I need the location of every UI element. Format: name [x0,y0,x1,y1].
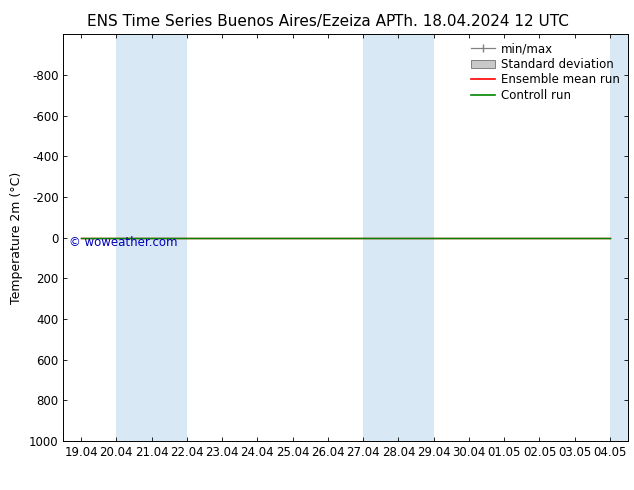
Text: ENS Time Series Buenos Aires/Ezeiza AP: ENS Time Series Buenos Aires/Ezeiza AP [87,14,395,29]
Bar [610,34,628,441]
Text: © woweather.com: © woweather.com [69,236,178,248]
Y-axis label: Temperature 2m (°C): Temperature 2m (°C) [10,172,23,304]
Text: Th. 18.04.2024 12 UTC: Th. 18.04.2024 12 UTC [394,14,569,29]
Legend: min/max, Standard deviation, Ensemble mean run, Controll run: min/max, Standard deviation, Ensemble me… [466,38,624,106]
Bar [363,34,434,441]
Bar [116,34,187,441]
